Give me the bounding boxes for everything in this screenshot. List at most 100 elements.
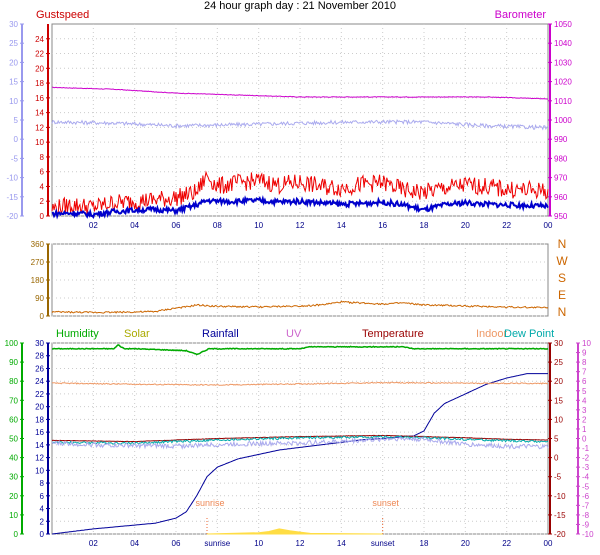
panel-1-left-outer-tick-label: -5 xyxy=(11,154,19,163)
panel-3-right-outer-tick-label: 10 xyxy=(582,339,591,348)
panel-3-left-outer-tick-label: 40 xyxy=(9,454,18,463)
panel-3-frame xyxy=(51,342,549,535)
panel-1-left-inner-tick-label: 4 xyxy=(40,182,45,191)
panel-1-left-outer-tick-label: 5 xyxy=(14,116,19,125)
panel-3-x-tick: 00 xyxy=(544,539,553,548)
legend-item: Temperature xyxy=(362,328,424,340)
panel-3-left-outer-tick-label: 100 xyxy=(5,339,19,348)
panel-3-left-inner-tick-label: 22 xyxy=(35,390,44,399)
panel-3-right-inner-tick-label: 5 xyxy=(554,435,559,444)
panel-3-right-outer-tick-label: 2 xyxy=(582,415,587,424)
sun-marker-label: sunset xyxy=(372,498,399,508)
panel-1-right-tick-label: 960 xyxy=(554,193,568,202)
sun-marker-label: sunrise xyxy=(195,498,224,508)
panel-1-left-inner-tick-label: 2 xyxy=(40,197,45,206)
panel-1-grid xyxy=(52,24,548,217)
panel-3-x-tick: 14 xyxy=(337,539,346,548)
panel-3-x-tick: 22 xyxy=(502,539,511,548)
panel-1-right-tick-label: 1000 xyxy=(554,116,572,125)
panel-3-series-line xyxy=(51,435,549,450)
panel-3-right-outer-tick-label: -7 xyxy=(582,501,590,510)
panel-1-left-inner-tick-label: 0 xyxy=(40,212,45,221)
panel-1-left-inner-tick-label: 24 xyxy=(35,35,44,44)
panel-3-left-inner-tick-label: 18 xyxy=(35,415,44,424)
panel-3-right-inner-tick-label: 15 xyxy=(554,396,563,405)
panel-1-left-inner-tick-label: 18 xyxy=(35,79,44,88)
panel-3-right-inner-tick-label: -10 xyxy=(554,492,566,501)
panel-1-left-inner-tick-label: 22 xyxy=(35,50,44,59)
panel-1-right-tick-label: 1030 xyxy=(554,58,572,67)
panel-3-left-outer-tick-label: 0 xyxy=(14,530,19,539)
panel-3-left-outer-tick-label: 70 xyxy=(9,396,18,405)
panel-3-right-outer-tick-label: 8 xyxy=(582,358,587,367)
panel-3-right-inner-tick-label: -15 xyxy=(554,511,566,520)
panel-1-left-outer-tick-label: 25 xyxy=(9,39,18,48)
panel-3-x-tick: 02 xyxy=(89,539,98,548)
panel-3-grid xyxy=(52,342,548,535)
panel-1-series-line xyxy=(51,118,549,131)
panel-3-x-tick: 20 xyxy=(461,539,470,548)
panel-3-x-tick: 10 xyxy=(254,539,263,548)
panel-3-left-inner-tick-label: 8 xyxy=(40,479,45,488)
panel-2-left-tick-label: 0 xyxy=(40,312,45,321)
panel-1-x-tick: 18 xyxy=(420,221,429,230)
panel-3-right-inner-tick-label: -20 xyxy=(554,530,566,539)
panel-3-series-line xyxy=(51,373,548,535)
panel-1-right-tick-label: 1050 xyxy=(554,20,572,29)
gustspeed-label: Gustspeed xyxy=(36,9,89,21)
panel-3-right-outer-tick-label: -10 xyxy=(582,530,594,539)
panel-1-left-inner-tick-label: 20 xyxy=(35,64,44,73)
panel-1-right-tick-label: 1040 xyxy=(554,39,572,48)
legend-item: Dew Point xyxy=(504,328,554,340)
panel-1-left-outer-tick-label: -20 xyxy=(6,212,18,221)
panel-3-series-line xyxy=(51,344,549,356)
panel-3-right-outer-tick-label: 7 xyxy=(582,368,587,377)
panel-1-left-outer-tick-label: -15 xyxy=(6,193,18,202)
panel-1-x-tick: 14 xyxy=(337,221,346,230)
panel-3-left-inner-tick-label: 30 xyxy=(35,339,44,348)
panel-3-left-inner-tick-label: 12 xyxy=(35,454,44,463)
panel-3-right-outer-tick-label: 6 xyxy=(582,377,587,386)
panel-1-x-tick: 22 xyxy=(502,221,511,230)
panel-3-right-outer-tick-label: -9 xyxy=(582,520,590,529)
panel-3-right-outer-tick-label: -6 xyxy=(582,492,590,501)
panel-3-right-outer-tick-label: 0 xyxy=(582,435,587,444)
panel-2-series-line xyxy=(51,300,549,314)
panel-1-right-tick-label: 970 xyxy=(554,174,568,183)
panel-1-x-tick: 10 xyxy=(254,221,263,230)
panel-3-right-outer-tick-label: 1 xyxy=(582,425,587,434)
panel-3-right-outer-tick-label: -4 xyxy=(582,473,590,482)
panel-1-left-inner-tick-label: 14 xyxy=(35,109,44,118)
panel-3-left-inner-tick-label: 16 xyxy=(35,428,44,437)
panel-1-left-inner-tick-label: 10 xyxy=(35,138,44,147)
panel-2-left-tick-label: 360 xyxy=(31,240,45,249)
panel-1-series-line xyxy=(51,195,549,220)
panel-3-right-inner-tick-label: 30 xyxy=(554,339,563,348)
barometer-label: Barometer xyxy=(495,9,547,21)
panel-3-left-outer-tick-label: 30 xyxy=(9,473,18,482)
legend-item: Humidity xyxy=(56,328,99,340)
direction-label: S xyxy=(558,271,566,285)
page-title: 24 hour graph day : 21 November 2010 xyxy=(204,0,396,12)
panel-3-x-tick: sunset xyxy=(371,539,395,548)
panel-3-left-outer-tick-label: 50 xyxy=(9,435,18,444)
panel-1-right-tick-label: 1020 xyxy=(554,78,572,87)
panel-3-left-inner-tick-label: 6 xyxy=(40,492,45,501)
panel-3-left-inner-tick-label: 14 xyxy=(35,441,44,450)
panel-3-right-outer-tick-label: 5 xyxy=(582,387,587,396)
direction-label: N xyxy=(558,237,567,251)
panel-1-left-inner-tick-label: 8 xyxy=(40,153,45,162)
panel-3-right-inner-tick-label: 0 xyxy=(554,454,559,463)
panel-3-x-tick: 18 xyxy=(420,539,429,548)
panel-2-left-tick-label: 270 xyxy=(31,258,45,267)
legend-item: UV xyxy=(286,328,302,340)
panel-3-x-tick: 06 xyxy=(172,539,181,548)
panel-2-left-tick-label: 180 xyxy=(31,276,45,285)
panel-3-left-inner-tick-label: 10 xyxy=(35,466,44,475)
panel-1-x-tick: 20 xyxy=(461,221,470,230)
panel-1-left-outer-tick-label: 15 xyxy=(9,78,18,87)
legend-item: Rainfall xyxy=(202,328,239,340)
panel-3-right-outer-tick-label: 3 xyxy=(582,406,587,415)
